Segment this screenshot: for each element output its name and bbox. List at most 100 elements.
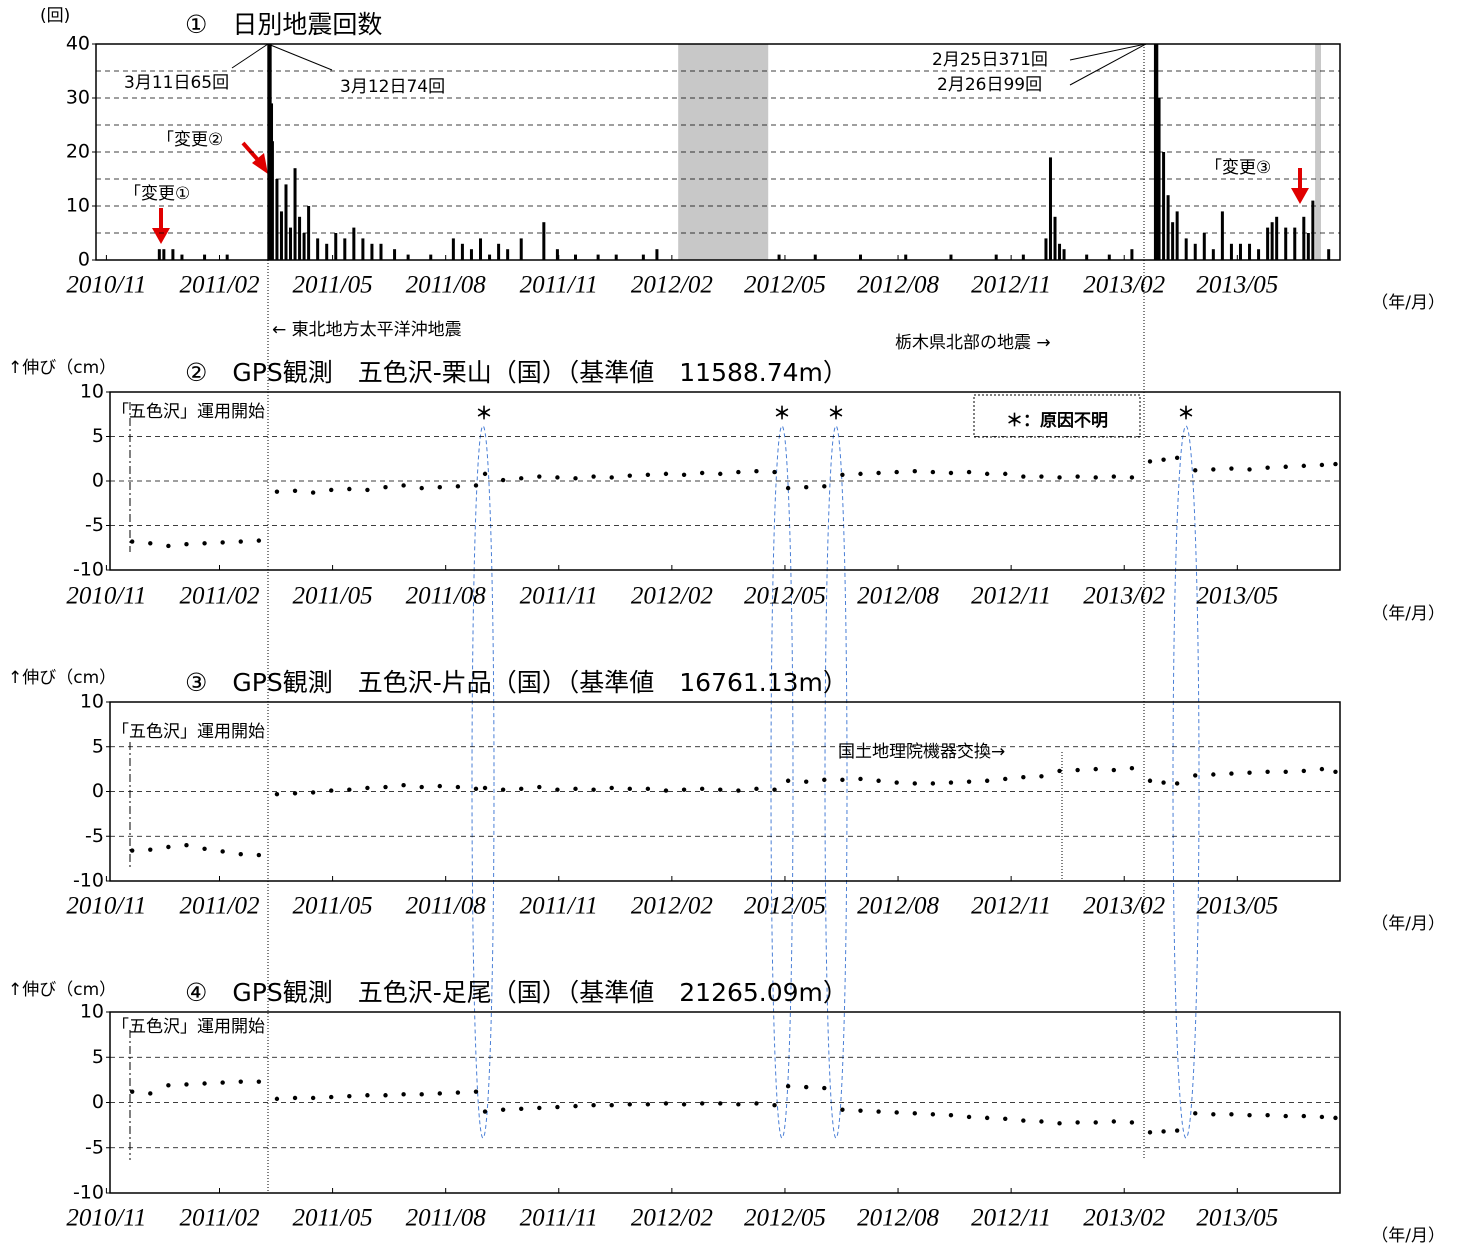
bar — [1275, 216, 1279, 260]
bar — [1175, 211, 1179, 260]
x-tick-label: 2011/02 — [179, 1205, 259, 1232]
bar — [162, 249, 166, 260]
bar — [858, 254, 862, 260]
point — [1003, 1116, 1008, 1121]
point — [1193, 468, 1198, 473]
bar — [361, 238, 365, 260]
point — [754, 469, 759, 474]
point — [699, 786, 705, 792]
data-marks — [129, 766, 1338, 858]
bar — [1202, 233, 1206, 260]
leader-line — [1069, 43, 1147, 86]
point — [1161, 780, 1166, 785]
point — [1147, 1130, 1153, 1135]
point — [383, 784, 388, 790]
point — [1247, 1112, 1252, 1118]
point — [310, 490, 316, 495]
point — [1193, 773, 1198, 778]
point — [840, 777, 845, 783]
point — [573, 476, 578, 481]
point — [519, 786, 524, 792]
point — [573, 786, 578, 792]
bar — [343, 238, 347, 260]
bar — [1085, 254, 1089, 260]
point — [1333, 1115, 1338, 1121]
data-marks — [129, 455, 1338, 549]
bar — [1293, 227, 1297, 260]
point — [1057, 475, 1062, 480]
y-axis-label: ↑伸び（cm） — [8, 668, 116, 688]
bar — [1248, 243, 1252, 260]
point — [329, 788, 334, 793]
plot-frame — [109, 701, 1341, 882]
y-tick-label: 10 — [80, 1001, 104, 1023]
annotation: 2月25日371回 — [932, 50, 1048, 70]
y-tick-label: -10 — [73, 1182, 104, 1204]
bar — [1184, 238, 1188, 260]
point — [1021, 1118, 1026, 1123]
plot-frame — [109, 391, 1341, 571]
red-arrowheads — [152, 153, 1309, 244]
bar — [1211, 249, 1215, 260]
chart-title: ④ GPS観測 五色沢-足尾（国）（基準値 21265.09m） — [185, 978, 848, 1007]
annotation: ＊ — [828, 404, 845, 424]
x-tick-label: 2013/02 — [1083, 893, 1165, 920]
point — [500, 787, 506, 792]
x-tick-label: 2011/08 — [406, 583, 487, 610]
x-tick-label: 2012/11 — [971, 1205, 1051, 1232]
point — [876, 1109, 881, 1114]
data-marks — [129, 1079, 1338, 1135]
point — [437, 485, 442, 490]
bar — [393, 249, 397, 260]
point — [1039, 774, 1044, 779]
point — [912, 469, 917, 474]
x-tick-label: 2011/02 — [179, 583, 259, 610]
point — [1247, 770, 1252, 775]
point — [1021, 474, 1026, 479]
bar — [1171, 222, 1175, 260]
point — [876, 778, 881, 783]
point — [645, 472, 651, 477]
y-tick-label: -5 — [85, 514, 104, 536]
x-tick-label: 2013/02 — [1083, 272, 1165, 299]
x-tick-label: 2013/05 — [1196, 893, 1278, 920]
point — [419, 485, 424, 491]
y-tick-label: 5 — [92, 735, 104, 757]
annotation: 「五色沢」運用開始 — [112, 722, 265, 742]
point — [482, 785, 488, 791]
annotation: 国土地理院機器交換→ — [838, 742, 1005, 762]
point — [930, 469, 936, 475]
point — [274, 791, 280, 797]
point — [1247, 467, 1252, 472]
point — [1211, 1112, 1216, 1117]
point — [202, 541, 207, 546]
point — [1057, 768, 1062, 774]
y-tick-label: -5 — [85, 1136, 104, 1158]
point — [1003, 471, 1008, 477]
bar — [279, 211, 283, 260]
bar — [225, 254, 229, 260]
point — [383, 485, 388, 490]
point — [1161, 1129, 1166, 1134]
x-tick-label: 2011/11 — [520, 272, 598, 299]
point — [912, 1111, 917, 1116]
bar — [1162, 152, 1166, 260]
point — [500, 477, 506, 483]
x-tick-label: 2012/02 — [631, 893, 713, 920]
point — [754, 786, 759, 792]
highlight-ellipse — [770, 425, 794, 1139]
point — [256, 538, 262, 543]
point — [858, 471, 863, 477]
bar — [370, 243, 374, 260]
point — [1211, 467, 1216, 472]
annotation: 2月26日99回 — [937, 75, 1042, 95]
y-tick-label: 0 — [92, 470, 104, 492]
point — [785, 485, 791, 491]
point — [166, 1083, 171, 1088]
bar — [519, 238, 523, 260]
point — [166, 844, 171, 850]
annotation: ＊ — [476, 404, 493, 424]
point — [1265, 1112, 1270, 1118]
point — [1111, 1119, 1117, 1124]
